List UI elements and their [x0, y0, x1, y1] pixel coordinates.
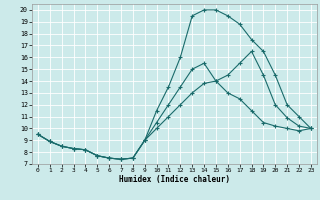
X-axis label: Humidex (Indice chaleur): Humidex (Indice chaleur): [119, 175, 230, 184]
